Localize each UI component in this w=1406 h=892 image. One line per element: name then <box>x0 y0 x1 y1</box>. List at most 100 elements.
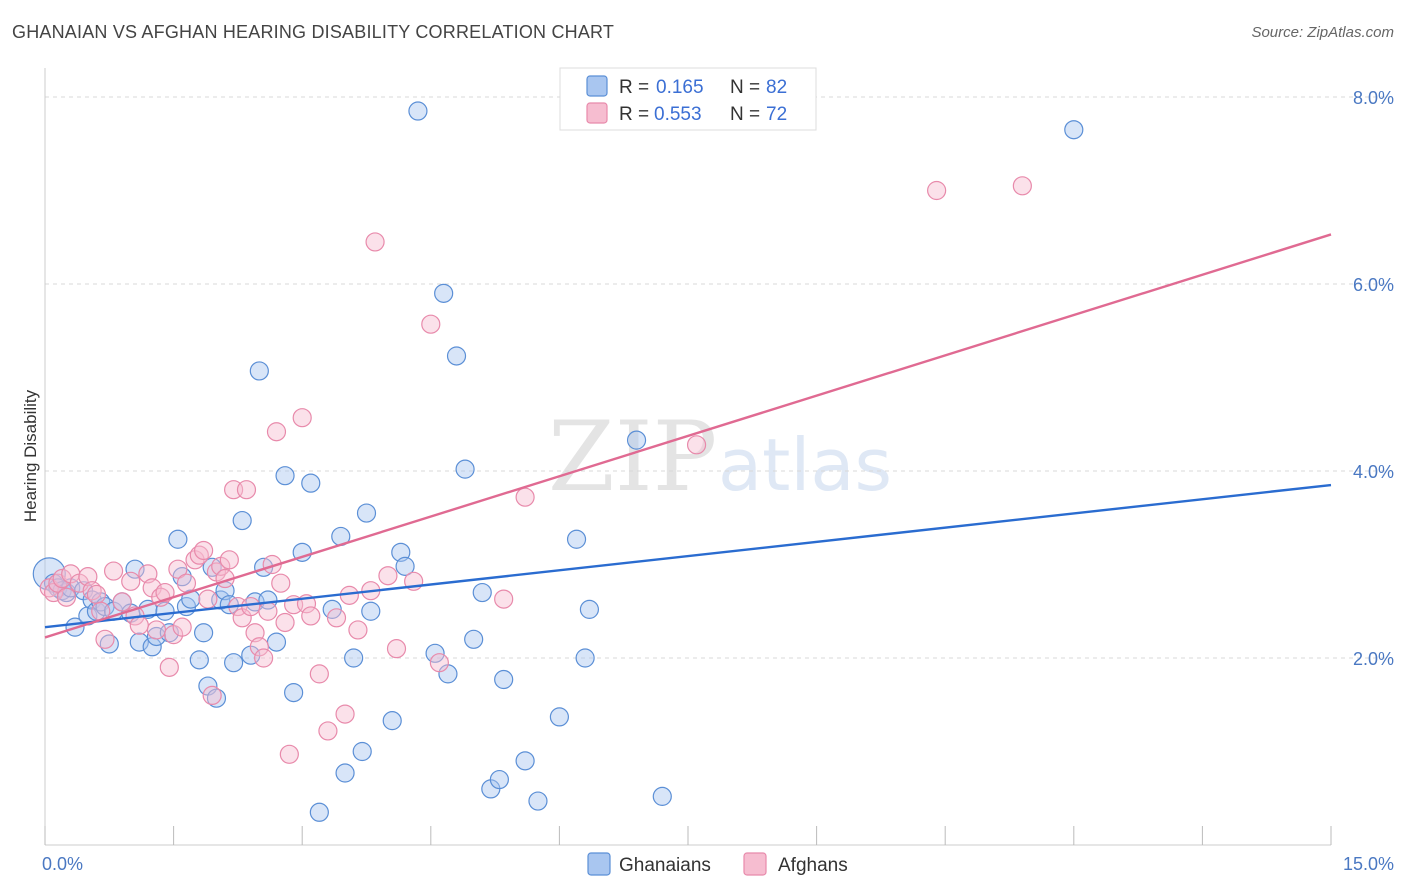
trend-line-ghanaians <box>44 483 1332 629</box>
point-ghanaians <box>258 590 278 610</box>
point-ghanaians <box>464 629 484 649</box>
point-afghans <box>146 620 167 640</box>
point-afghans <box>686 435 707 455</box>
point-ghanaians <box>652 786 672 806</box>
bottom-legend-swatch-afghans <box>743 852 767 876</box>
bottom-legend-swatch-ghanaians <box>587 852 611 876</box>
point-ghanaians <box>168 529 188 549</box>
point-afghans <box>301 606 321 626</box>
point-afghans <box>335 704 355 724</box>
point-ghanaians <box>626 430 647 450</box>
point-ghanaians <box>446 346 467 366</box>
point-afghans <box>309 664 329 684</box>
point-ghanaians <box>579 599 600 619</box>
point-ghanaians <box>515 751 535 771</box>
grid-lines <box>45 96 1392 659</box>
point-ghanaians <box>181 589 201 609</box>
legend-n-label: N = <box>730 104 760 125</box>
point-afghans <box>112 592 132 612</box>
point-ghanaians <box>309 802 329 822</box>
point-ghanaians <box>494 669 514 690</box>
point-afghans <box>1012 176 1032 196</box>
y-tick-label: 4.0% <box>1353 462 1394 482</box>
point-afghans <box>121 571 141 591</box>
legend-swatch-ghanaians <box>586 75 608 97</box>
x-tick-labels: 0.0% 15.0% <box>42 854 1394 874</box>
watermark-atlas: atlas <box>718 423 892 507</box>
point-ghanaians <box>549 707 570 727</box>
point-ghanaians <box>335 763 355 783</box>
point-ghanaians <box>472 582 492 603</box>
point-ghanaians <box>275 466 295 486</box>
y-tick-labels: 2.0% 4.0% 6.0% 8.0% <box>1353 88 1394 669</box>
bottom-legend: Ghanaians Afghans <box>587 852 848 876</box>
point-afghans <box>515 487 535 507</box>
point-afghans <box>378 566 398 586</box>
point-ghanaians <box>382 711 402 731</box>
point-ghanaians <box>434 283 454 303</box>
y-tick-label: 6.0% <box>1353 275 1394 295</box>
point-afghans <box>318 721 338 741</box>
point-afghans <box>56 587 77 607</box>
legend-r-label: R = <box>619 104 649 125</box>
trend-lines <box>44 233 1332 639</box>
point-ghanaians <box>425 643 445 663</box>
x-ticks <box>44 826 1332 845</box>
point-ghanaians <box>146 626 167 647</box>
legend-n-value: 72 <box>766 104 787 125</box>
point-ghanaians <box>224 653 244 673</box>
point-afghans <box>386 639 407 659</box>
point-afghans <box>927 180 947 201</box>
point-ghanaians <box>528 791 548 811</box>
point-ghanaians <box>125 559 145 579</box>
point-afghans <box>95 629 115 649</box>
point-afghans <box>43 582 64 603</box>
legend-r-label: R = <box>619 77 649 98</box>
point-ghanaians <box>249 361 269 381</box>
point-afghans <box>241 596 261 617</box>
point-afghans <box>168 559 188 579</box>
point-ghanaians <box>129 632 149 652</box>
legend-n-label: N = <box>730 77 760 98</box>
series-afghans-points <box>39 176 1032 764</box>
legend-r-value: 0.165 <box>656 77 704 98</box>
point-afghans <box>172 617 192 637</box>
point-ghanaians <box>194 623 214 643</box>
legend: R = 0.165 N = 82 R = 0.553 N = 72 <box>559 67 817 131</box>
bottom-legend-label-afghans: Afghans <box>778 855 848 876</box>
point-afghans <box>194 540 214 561</box>
y-tick-label: 2.0% <box>1353 649 1394 669</box>
point-ghanaians <box>284 682 304 703</box>
point-afghans <box>326 608 347 628</box>
point-ghanaians <box>566 529 587 549</box>
point-ghanaians <box>361 601 381 621</box>
point-afghans <box>365 232 385 252</box>
point-afghans <box>292 408 312 428</box>
point-afghans <box>202 685 222 706</box>
point-afghans <box>249 637 269 657</box>
x-tick-label: 0.0% <box>42 854 83 874</box>
point-ghanaians <box>189 650 209 670</box>
watermark-zip: ZIP <box>548 401 717 513</box>
point-afghans <box>159 657 179 677</box>
point-ghanaians <box>344 648 364 668</box>
point-afghans <box>155 582 175 603</box>
point-ghanaians <box>489 769 509 790</box>
point-ghanaians <box>301 473 321 493</box>
legend-r-value: 0.553 <box>654 104 702 125</box>
bottom-legend-label-ghanaians: Ghanaians <box>619 855 711 876</box>
point-afghans <box>198 589 218 609</box>
point-afghans <box>266 422 287 442</box>
point-afghans <box>348 620 368 640</box>
chart-title: GHANAIAN VS AFGHAN HEARING DISABILITY CO… <box>12 22 615 42</box>
point-ghanaians <box>408 101 428 121</box>
point-afghans <box>254 648 274 668</box>
watermark: ZIP atlas <box>548 401 892 513</box>
chart-source: Source: ZipAtlas.com <box>1251 24 1394 41</box>
point-afghans <box>429 653 449 673</box>
point-ghanaians <box>356 503 377 523</box>
point-afghans <box>219 550 239 570</box>
point-ghanaians <box>232 510 252 531</box>
point-afghans <box>103 561 124 581</box>
